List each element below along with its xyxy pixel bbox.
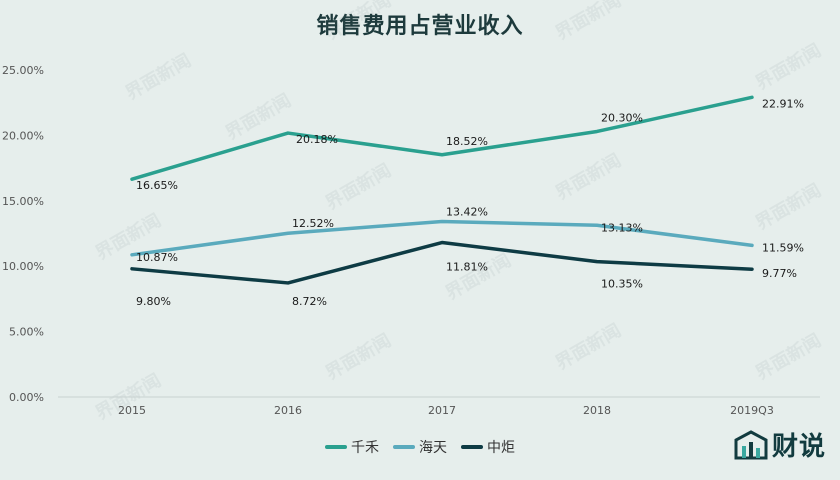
watermark-text: 界面新闻: [552, 319, 625, 374]
legend: 千禾 海天 中炬: [0, 437, 840, 457]
y-tick-label: 5.00%: [9, 326, 44, 339]
bar-chart-logo-icon: [734, 429, 768, 459]
legend-label-qianhe: 千禾: [351, 440, 379, 456]
data-label-zhongju: 11.81%: [446, 261, 488, 274]
watermark-text: 界面新闻: [552, 0, 625, 44]
y-tick-label: 10.00%: [2, 260, 44, 273]
watermark-text: 界面新闻: [552, 149, 625, 204]
watermark-text: 界面新闻: [322, 329, 395, 384]
series-lines: [130, 95, 754, 285]
watermark-text: 界面新闻: [752, 329, 825, 384]
data-label-qianhe: 18.52%: [446, 135, 488, 148]
data-label-haitian: 13.42%: [446, 205, 488, 218]
x-tick-label: 2015: [118, 404, 146, 417]
y-tick-label: 0.00%: [9, 391, 44, 404]
y-tick-label: 20.00%: [2, 129, 44, 142]
legend-item-haitian[interactable]: 海天: [393, 437, 447, 457]
x-axis: 2015 2016 2017 2018 2019Q3: [58, 396, 820, 417]
data-label-haitian: 11.59%: [762, 241, 804, 254]
data-labels: 16.65% 20.18% 18.52% 20.30% 22.91% 10.87% 12.5…: [136, 97, 804, 308]
legend-swatch-zhongju: [461, 445, 483, 449]
x-tick-label: 2016: [274, 404, 302, 417]
brand-text: 财说: [771, 432, 826, 462]
data-label-haitian: 12.52%: [292, 217, 334, 230]
watermark-text: 界面新闻: [322, 0, 395, 44]
x-tick-label: 2018: [583, 404, 611, 417]
data-label-haitian: 13.13%: [601, 221, 643, 234]
watermark-text: 界面新闻: [322, 159, 395, 214]
legend-label-haitian: 海天: [419, 440, 447, 456]
data-label-qianhe: 16.65%: [136, 179, 178, 192]
chart-title: 销售费用占营业收入: [316, 14, 524, 39]
legend-swatch-qianhe: [325, 445, 347, 449]
legend-item-qianhe[interactable]: 千禾: [325, 437, 379, 457]
series-line-qianhe: [130, 95, 754, 181]
data-label-qianhe: 20.18%: [296, 133, 338, 146]
series-line-haitian: [130, 219, 754, 257]
watermark-text: 界面新闻: [752, 39, 825, 94]
watermark-text: 界面新闻: [752, 179, 825, 234]
x-tick-label: 2017: [428, 404, 456, 417]
y-tick-label: 25.00%: [2, 64, 44, 77]
series-line-zhongju: [130, 240, 754, 285]
y-axis: 0.00% 5.00% 10.00% 15.00% 20.00% 25.00%: [2, 64, 44, 404]
data-label-zhongju: 9.77%: [762, 267, 797, 280]
legend-item-zhongju[interactable]: 中炬: [461, 437, 515, 457]
x-tick-label: 2019Q3: [730, 404, 774, 417]
watermark-text: 界面新闻: [442, 249, 515, 304]
legend-swatch-haitian: [393, 445, 415, 449]
brand-logo: 财说: [734, 426, 826, 463]
data-label-qianhe: 22.91%: [762, 97, 804, 110]
y-tick-label: 15.00%: [2, 195, 44, 208]
watermark-text: 界面新闻: [122, 49, 195, 104]
legend-label-zhongju: 中炬: [487, 440, 515, 456]
data-label-zhongju: 10.35%: [601, 278, 643, 291]
data-label-haitian: 10.87%: [136, 251, 178, 264]
data-label-zhongju: 8.72%: [292, 295, 327, 308]
data-label-qianhe: 20.30%: [601, 111, 643, 124]
data-label-zhongju: 9.80%: [136, 295, 171, 308]
